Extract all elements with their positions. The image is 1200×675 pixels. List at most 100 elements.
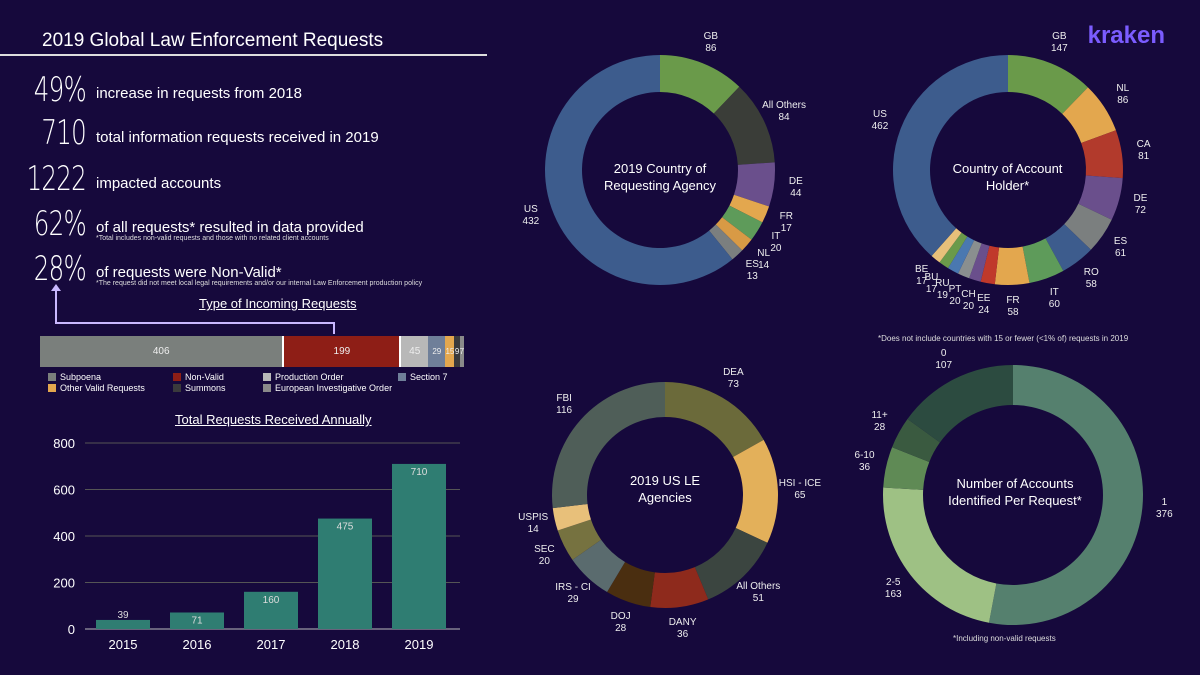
- donut-slice: [1064, 203, 1112, 250]
- donut-slice: [907, 365, 1013, 443]
- x-tick-label: 2017: [257, 637, 286, 652]
- donut-slice: [665, 382, 764, 457]
- stat-text: of requests were Non-Valid*: [96, 264, 282, 281]
- slice-label: BU: [924, 271, 939, 283]
- donut-slice: [715, 217, 752, 251]
- legend-swatch: [173, 373, 181, 381]
- slice-value: 28: [874, 422, 886, 434]
- donut-slice: [1078, 175, 1123, 220]
- annual-chart-title: Total Requests Received Annually: [175, 412, 372, 427]
- donut-label: DANY 36: [658, 617, 708, 641]
- slice-label: DEA: [723, 366, 744, 378]
- slice-label: RU: [935, 278, 950, 290]
- slice-value: 28: [615, 622, 627, 634]
- donut-label: BU 17: [906, 272, 956, 296]
- donut-label: 1 376: [1139, 497, 1189, 521]
- legend-item: Subpoena: [48, 372, 173, 382]
- donut-slice: [958, 240, 982, 279]
- slice-value: 60: [1048, 298, 1060, 310]
- donut-label: DE 44: [771, 176, 821, 200]
- donut-label: CA 81: [1119, 139, 1169, 163]
- slice-value: 107: [935, 359, 953, 371]
- donut4-title: Number of Accounts Identified Per Reques…: [948, 476, 1082, 508]
- donut-slice: [650, 567, 709, 608]
- legend-item: Other Valid Requests: [48, 383, 173, 393]
- arrow-line: [55, 290, 57, 323]
- slice-label: IT: [771, 230, 781, 242]
- slice-value: 17: [916, 276, 928, 288]
- legend-swatch: [263, 384, 271, 392]
- slice-label: CA: [1136, 138, 1151, 150]
- stacked-bar-segment: 15: [445, 336, 455, 367]
- stacked-bar: 406 199 45 29 15 9 7: [40, 336, 464, 367]
- donut-label: USPIS 14: [508, 512, 558, 536]
- donut-label: GB 147: [1034, 31, 1084, 55]
- slice-label: FR: [779, 211, 793, 223]
- slice-label: PT: [948, 284, 962, 296]
- donut-slice: [709, 224, 743, 260]
- donut-label: HSI - ICE 65: [775, 478, 825, 502]
- donut4-note: *Including non-valid requests: [953, 634, 1056, 643]
- donut-slice: [1008, 55, 1088, 114]
- donut-slice: [545, 55, 733, 286]
- slice-value: 61: [1115, 248, 1127, 260]
- slice-value: 147: [1051, 42, 1068, 54]
- legend-swatch: [263, 373, 271, 381]
- bar-value-label: 160: [263, 595, 280, 606]
- donut-label: NL 14: [739, 248, 789, 272]
- donut-slice: [969, 243, 990, 282]
- bar-value-label: 71: [191, 615, 203, 626]
- slice-value: 20: [770, 242, 782, 254]
- stacked-bar-segment: 45: [401, 336, 429, 367]
- bar-value-label: 710: [411, 467, 428, 478]
- slice-label: DANY: [668, 616, 697, 628]
- stacked-bar-segment: 199: [282, 336, 402, 367]
- donut-slice: [948, 236, 975, 274]
- donut-slice: [733, 162, 775, 207]
- donut-slice: [607, 561, 655, 608]
- donut-slice: [883, 447, 930, 490]
- x-tick-label: 2019: [405, 637, 434, 652]
- page-title: 2019 Global Law Enforcement Requests: [42, 30, 384, 51]
- slice-value: 51: [752, 592, 764, 604]
- slice-value: 17: [780, 223, 792, 235]
- donut-label: FR 17: [761, 211, 811, 235]
- bar: [318, 518, 372, 629]
- stat-value: 1222: [26, 159, 87, 199]
- stacked-bar-segment: 7: [459, 336, 464, 367]
- legend-label: Production Order: [275, 372, 344, 382]
- x-tick-label: 2016: [183, 637, 212, 652]
- donut-label: PT 20: [930, 284, 980, 308]
- slice-label: IT: [1049, 286, 1059, 298]
- donut-slice: [1022, 238, 1064, 283]
- slice-value: 73: [727, 378, 739, 390]
- slice-label: FBI: [556, 393, 572, 405]
- donut-label: CH 20: [943, 289, 993, 313]
- bar-value-label: 475: [337, 522, 354, 533]
- slice-value: 432: [522, 215, 540, 227]
- x-tick-label: 2015: [109, 637, 138, 652]
- donut-slice: [892, 419, 940, 462]
- bar: [244, 591, 298, 629]
- donut-slice: [883, 487, 997, 623]
- donut-label: GB 86: [686, 31, 736, 55]
- legend-label: Non-Valid: [185, 372, 224, 382]
- slice-value: 376: [1156, 509, 1173, 521]
- y-tick-label: 200: [53, 576, 75, 591]
- slice-value: 20: [538, 555, 550, 567]
- slice-value: 36: [858, 462, 871, 474]
- donut-slice: [931, 228, 962, 263]
- stat-text: total information requests received in 2…: [96, 129, 379, 146]
- donut-slice: [552, 504, 591, 531]
- legend-label: Other Valid Requests: [60, 383, 145, 393]
- legend-swatch: [48, 384, 56, 392]
- slice-label: CH: [961, 289, 976, 301]
- stat-value: 49%: [33, 70, 87, 110]
- donut-slice: [892, 54, 1008, 256]
- donut-label: All Others 84: [759, 100, 809, 124]
- donut-slice: [1081, 130, 1123, 179]
- slice-value: 72: [1134, 205, 1146, 217]
- slice-value: 13: [746, 271, 758, 283]
- donut1-title: 2019 Country of Requesting Agency: [603, 161, 717, 193]
- donut-label: US 462: [855, 109, 905, 133]
